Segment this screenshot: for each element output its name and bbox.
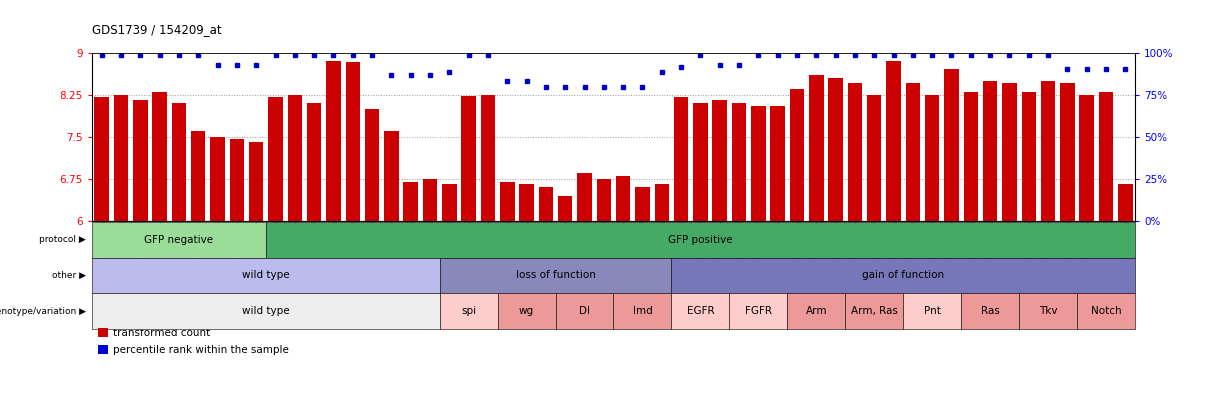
Bar	[1040, 81, 1055, 221]
Text: other ▶: other ▶	[52, 271, 86, 280]
Bar	[114, 95, 129, 221]
Text: spi: spi	[461, 306, 476, 316]
Bar	[94, 98, 109, 221]
Bar	[1060, 83, 1075, 221]
Bar	[925, 95, 940, 221]
Bar	[481, 95, 496, 221]
Bar	[693, 103, 708, 221]
Bar	[558, 196, 573, 221]
Bar	[596, 179, 611, 221]
Text: Arm, Ras: Arm, Ras	[850, 306, 898, 316]
Bar	[249, 142, 264, 221]
Bar	[442, 184, 456, 221]
Text: GFP positive: GFP positive	[667, 235, 733, 245]
Bar	[326, 61, 341, 221]
Bar	[346, 62, 360, 221]
Bar	[713, 100, 726, 221]
Bar	[384, 131, 399, 221]
Text: Tkv: Tkv	[1039, 306, 1058, 316]
Bar	[945, 70, 958, 221]
Text: protocol ▶: protocol ▶	[39, 235, 86, 244]
Bar	[616, 176, 631, 221]
Text: wg: wg	[519, 306, 534, 316]
Bar	[809, 75, 823, 221]
Text: GDS1739 / 154209_at: GDS1739 / 154209_at	[92, 23, 222, 36]
Bar	[636, 187, 650, 221]
Bar	[269, 98, 282, 221]
Bar	[963, 92, 978, 221]
Text: GFP negative: GFP negative	[145, 235, 213, 245]
Bar	[404, 181, 418, 221]
Text: genotype/variation ▶: genotype/variation ▶	[0, 307, 86, 315]
Text: percentile rank within the sample: percentile rank within the sample	[113, 345, 288, 355]
Bar	[133, 100, 147, 221]
Bar	[1080, 95, 1094, 221]
Bar	[461, 96, 476, 221]
Text: wild type: wild type	[242, 306, 290, 316]
Bar	[848, 83, 863, 221]
Bar	[519, 184, 534, 221]
Bar	[906, 83, 920, 221]
Bar	[577, 173, 591, 221]
Bar	[364, 109, 379, 221]
Bar	[229, 139, 244, 221]
Text: EGFR: EGFR	[687, 306, 714, 316]
Bar	[828, 78, 843, 221]
Bar	[790, 89, 804, 221]
Bar	[867, 95, 881, 221]
Bar	[287, 95, 302, 221]
Bar	[152, 92, 167, 221]
Bar	[751, 106, 766, 221]
Bar	[501, 181, 514, 221]
Text: FGFR: FGFR	[745, 306, 772, 316]
Text: Notch: Notch	[1091, 306, 1121, 316]
Text: loss of function: loss of function	[515, 271, 595, 280]
Bar	[674, 98, 688, 221]
Bar	[771, 106, 785, 221]
Text: Ras: Ras	[980, 306, 1000, 316]
Text: Imd: Imd	[633, 306, 653, 316]
Bar	[307, 103, 321, 221]
Text: Pnt: Pnt	[924, 306, 941, 316]
Bar	[1022, 92, 1036, 221]
Bar	[886, 61, 901, 221]
Bar	[983, 81, 998, 221]
Bar	[731, 103, 746, 221]
Bar	[1118, 184, 1133, 221]
Bar	[654, 184, 669, 221]
Bar	[172, 103, 187, 221]
Bar	[191, 131, 205, 221]
Bar	[210, 137, 225, 221]
Text: Arm: Arm	[806, 306, 827, 316]
Text: transformed count: transformed count	[113, 328, 210, 338]
Bar	[1002, 83, 1017, 221]
Bar	[1098, 92, 1113, 221]
Text: Dl: Dl	[579, 306, 590, 316]
Bar	[423, 179, 437, 221]
Text: gain of function: gain of function	[863, 271, 945, 280]
Bar	[539, 187, 553, 221]
Text: wild type: wild type	[242, 271, 290, 280]
